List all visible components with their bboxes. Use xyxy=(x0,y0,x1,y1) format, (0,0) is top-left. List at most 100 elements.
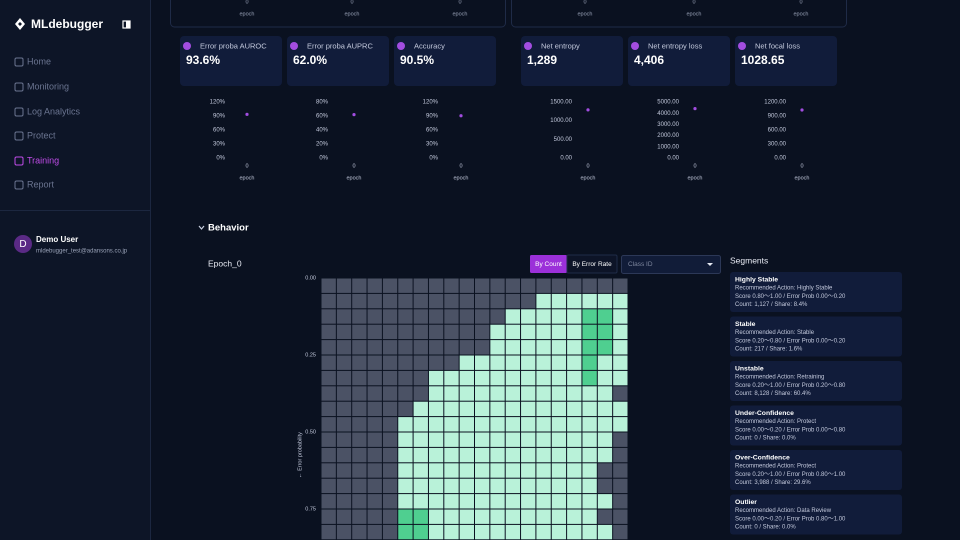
heatmap-cell xyxy=(367,447,382,463)
heatmap-cell xyxy=(413,324,428,340)
heatmap-cell xyxy=(352,447,367,463)
y-axis-label: ← Error probability xyxy=(297,432,303,478)
class-select[interactable] xyxy=(621,255,721,274)
heatmap-cell xyxy=(613,447,628,463)
heatmap-cell xyxy=(382,524,398,540)
heatmap-cell xyxy=(367,524,382,540)
heatmap-cell xyxy=(505,278,521,293)
logo-icon xyxy=(15,18,25,30)
data-point xyxy=(459,114,463,118)
heatmap-cell xyxy=(444,401,459,417)
heatmap-cell xyxy=(352,494,367,509)
segment-count: Count: 0 / Share: 0.0% xyxy=(735,525,796,531)
heatmap-cell xyxy=(428,340,444,355)
metric-value: 62.0% xyxy=(293,53,327,67)
heatmap-cell xyxy=(367,432,382,447)
nav-icon xyxy=(14,82,24,92)
heatmap-cell xyxy=(551,401,567,417)
heatmap-cell xyxy=(613,370,628,386)
heatmap-cell xyxy=(567,370,582,386)
heatmap-cell xyxy=(536,278,551,293)
heatmap-cell xyxy=(551,494,567,509)
heatmap-cell xyxy=(475,309,490,324)
heatmap-cell xyxy=(398,478,413,494)
heatmap-cell xyxy=(413,340,428,355)
heatmap-cell xyxy=(490,309,505,324)
heatmap-cell xyxy=(505,463,521,478)
segment-score: Score 0.20〜1.00 / Error Prob 0.20〜0.80 xyxy=(735,383,846,389)
heatmap-cell xyxy=(475,494,490,509)
segment-count: Count: 3,988 / Share: 29.6% xyxy=(735,480,811,486)
heatmap-cell xyxy=(505,309,521,324)
segment-card xyxy=(730,405,902,446)
heatmap-cell xyxy=(367,386,382,401)
heatmap-cell xyxy=(413,509,428,524)
heatmap-cell xyxy=(505,401,521,417)
y-tick-label: 300.00 xyxy=(768,142,787,148)
heatmap-cell xyxy=(597,509,613,524)
heatmap-cell xyxy=(597,401,613,417)
x-axis-label: epoch xyxy=(687,11,702,17)
heatmap-cell xyxy=(459,355,474,370)
nav-item[interactable]: Monitoring xyxy=(27,81,69,91)
heatmap-cell xyxy=(398,417,413,432)
tab-button[interactable] xyxy=(566,254,618,274)
heatmap-cell xyxy=(428,463,444,478)
heatmap-cell xyxy=(567,401,582,417)
nav-item[interactable]: Report xyxy=(27,179,55,189)
heatmap-cell xyxy=(505,432,521,447)
heatmap-cell xyxy=(336,463,352,478)
heatmap-cell xyxy=(521,340,536,355)
heatmap-cell xyxy=(567,447,582,463)
segment-action: Recommended Action: Retraining xyxy=(735,375,824,381)
heatmap-cell xyxy=(582,401,597,417)
heatmap-cell xyxy=(398,401,413,417)
heatmap-cell xyxy=(597,293,613,309)
heatmap-cell xyxy=(505,524,521,540)
nav-item[interactable]: Log Analytics xyxy=(27,106,81,116)
heatmap-cell xyxy=(413,417,428,432)
nav-icon xyxy=(14,131,24,141)
metric-card xyxy=(180,36,282,86)
heatmap-cell xyxy=(582,386,597,401)
heatmap-cell xyxy=(459,401,474,417)
heatmap-cell xyxy=(551,478,567,494)
segment-name: Unstable xyxy=(735,365,764,372)
heatmap-cell xyxy=(413,494,428,509)
metric-title: Net focal loss xyxy=(755,41,800,50)
epoch-label: Epoch_0 xyxy=(208,258,242,268)
y-tick-label: 40% xyxy=(316,128,329,134)
heatmap-cell xyxy=(459,524,474,540)
segment-card xyxy=(730,450,902,490)
user-name: Demo User xyxy=(36,235,78,244)
x-axis-label: epoch xyxy=(240,11,255,17)
sidebar xyxy=(0,0,150,540)
y-tick-label: 0% xyxy=(216,156,225,162)
metric-title: Net entropy loss xyxy=(648,41,702,50)
heatmap-cell xyxy=(490,324,505,340)
heatmap-cell xyxy=(582,524,597,540)
heatmap-cell xyxy=(536,524,551,540)
heatmap-cell xyxy=(336,324,352,340)
segment-action: Recommended Action: Stable xyxy=(735,330,815,336)
heatmap-cell xyxy=(475,432,490,447)
tab-button[interactable] xyxy=(530,255,567,273)
collapse-chevron[interactable] xyxy=(198,225,205,230)
nav-item[interactable]: Training xyxy=(27,155,59,165)
nav-item[interactable]: Protect xyxy=(27,130,56,140)
heatmap-cell xyxy=(490,447,505,463)
heatmap-cell xyxy=(444,478,459,494)
y-tick-label: 0.25 xyxy=(305,352,316,358)
nav-item[interactable]: Home xyxy=(27,56,51,66)
heatmap-cell xyxy=(428,355,444,370)
heatmap-cell xyxy=(352,401,367,417)
x-tick-label: 0 xyxy=(458,0,461,5)
heatmap-cell xyxy=(475,463,490,478)
heatmap-cell xyxy=(321,355,336,370)
heatmap-cell xyxy=(321,293,336,309)
metric-title: Accuracy xyxy=(414,41,445,50)
heatmap-cell xyxy=(505,293,521,309)
heatmap-cell xyxy=(398,494,413,509)
heatmap-cell xyxy=(567,463,582,478)
heatmap-cell xyxy=(551,340,567,355)
